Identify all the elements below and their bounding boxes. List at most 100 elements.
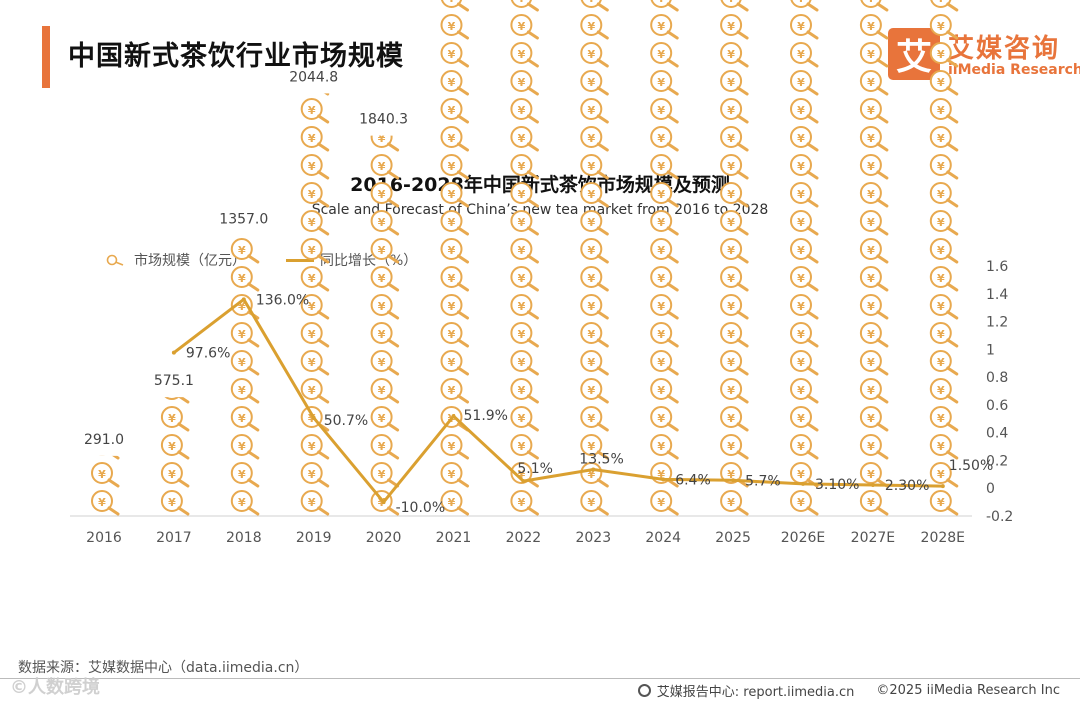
coin-magnifier-icon: ¥ — [580, 266, 609, 292]
svg-text:¥: ¥ — [238, 272, 246, 285]
bar-2025: ¥¥¥¥¥¥¥¥¥¥¥¥¥¥¥¥¥¥¥¥¥¥¥¥¥¥¥¥ — [720, 0, 749, 516]
svg-text:¥: ¥ — [937, 0, 945, 5]
bar-2018: ¥ ¥ ¥ ¥ ¥ ¥ ¥ ¥ ¥ ¥ — [230, 238, 260, 516]
growth-value-label: 5.1% — [517, 461, 553, 477]
svg-text:¥: ¥ — [797, 48, 805, 61]
svg-text:¥: ¥ — [657, 356, 665, 369]
svg-text:¥: ¥ — [727, 20, 735, 33]
coin-magnifier-icon: ¥ — [580, 378, 609, 404]
svg-text:¥: ¥ — [308, 440, 316, 453]
svg-text:¥: ¥ — [797, 440, 805, 453]
coin-magnifier-icon: ¥ — [580, 0, 609, 12]
coin-magnifier-icon: ¥ — [300, 266, 330, 292]
coin-magnifier-icon: ¥ — [230, 490, 260, 516]
growth-point — [311, 415, 316, 420]
svg-text:¥: ¥ — [797, 20, 805, 33]
svg-text:¥: ¥ — [867, 48, 875, 61]
growth-value-label: 3.10% — [815, 477, 859, 493]
coin-magnifier-icon: ¥ — [860, 0, 889, 12]
svg-text:¥: ¥ — [657, 160, 665, 173]
coin-magnifier-icon: ¥ — [510, 126, 539, 152]
svg-text:¥: ¥ — [308, 356, 316, 369]
coin-magnifier-icon: ¥ — [929, 490, 959, 516]
coin-magnifier-icon: ¥ — [650, 462, 679, 488]
coin-magnifier-icon: ¥ — [720, 70, 749, 96]
coin-magnifier-icon: ¥ — [370, 182, 400, 208]
coin-magnifier-icon: ¥ — [650, 406, 679, 432]
coin-magnifier-icon: ¥ — [859, 406, 889, 432]
coin-magnifier-icon: ¥ — [510, 322, 539, 348]
bar-2022: ¥¥¥¥¥¥¥¥¥¥¥¥¥¥¥¥¥¥¥¥¥¥ — [510, 0, 539, 516]
svg-text:¥: ¥ — [587, 216, 595, 229]
coin-magnifier-icon: ¥ — [859, 322, 889, 348]
bar-2026E: ¥¥¥¥¥¥¥¥¥¥¥¥¥¥¥¥¥¥¥¥¥¥¥¥¥¥¥¥¥ — [790, 0, 819, 516]
x-tick-label: 2024 — [645, 530, 681, 546]
svg-text:¥: ¥ — [98, 496, 106, 509]
coin-magnifier-icon: ¥ — [790, 434, 819, 460]
growth-value-label: 50.7% — [324, 413, 368, 429]
coin-magnifier-icon: ¥ — [230, 322, 260, 348]
bar-2019: ¥¥¥¥¥¥¥¥¥¥¥¥¥¥¥¥ — [300, 93, 330, 516]
coin-magnifier-icon: ¥ — [510, 434, 539, 460]
svg-text:¥: ¥ — [518, 272, 526, 285]
growth-value-label: -10.0% — [396, 500, 446, 516]
svg-text:¥: ¥ — [378, 272, 386, 285]
svg-text:¥: ¥ — [797, 0, 805, 5]
bar-2027E: ¥¥¥¥¥¥¥¥¥¥¥¥¥¥¥¥¥¥¥¥¥¥¥¥¥¥¥¥¥¥ — [859, 0, 889, 516]
coin-magnifier-icon: ¥ — [440, 0, 469, 12]
svg-text:¥: ¥ — [657, 244, 665, 257]
svg-text:¥: ¥ — [727, 216, 735, 229]
svg-text:¥: ¥ — [448, 244, 456, 257]
growth-point — [451, 414, 456, 419]
x-tick-label: 2022 — [506, 530, 542, 546]
svg-text:¥: ¥ — [867, 356, 875, 369]
svg-text:¥: ¥ — [448, 20, 456, 33]
svg-text:¥: ¥ — [867, 412, 875, 425]
coin-magnifier-icon: ¥ — [580, 42, 609, 68]
coin-magnifier-icon: ¥ — [580, 434, 609, 460]
coin-magnifier-icon: ¥ — [510, 350, 539, 376]
svg-text:¥: ¥ — [657, 300, 665, 313]
coin-magnifier-icon: ¥ — [720, 378, 749, 404]
svg-text:¥: ¥ — [937, 440, 945, 453]
y-right-tick-label: 1 — [986, 342, 995, 358]
svg-text:¥: ¥ — [587, 76, 595, 89]
svg-text:¥: ¥ — [937, 104, 945, 117]
svg-text:¥: ¥ — [238, 356, 246, 369]
coin-magnifier-icon: ¥ — [929, 266, 959, 292]
svg-text:¥: ¥ — [797, 384, 805, 397]
svg-text:¥: ¥ — [797, 356, 805, 369]
coin-magnifier-icon: ¥ — [859, 462, 889, 488]
coin-magnifier-icon: ¥ — [510, 42, 539, 68]
svg-text:¥: ¥ — [657, 48, 665, 61]
bar-value-label: 1357.0 — [219, 212, 268, 228]
coin-magnifier-icon: ¥ — [440, 490, 469, 516]
coin-magnifier-icon: ¥ — [790, 154, 819, 180]
svg-text:¥: ¥ — [448, 104, 456, 117]
coin-magnifier-icon: ¥ — [720, 490, 749, 516]
svg-text:¥: ¥ — [587, 496, 595, 509]
x-tick-label: 2018 — [226, 530, 262, 546]
coin-magnifier-icon: ¥ — [790, 322, 819, 348]
svg-text:¥: ¥ — [448, 496, 456, 509]
coin-magnifier-icon: ¥ — [859, 182, 889, 208]
svg-text:¥: ¥ — [308, 132, 316, 145]
coin-magnifier-icon: ¥ — [929, 126, 959, 152]
svg-text:¥: ¥ — [448, 132, 456, 145]
coin-magnifier-icon: ¥ — [929, 462, 959, 488]
svg-text:¥: ¥ — [727, 188, 735, 201]
svg-text:¥: ¥ — [657, 468, 665, 481]
svg-text:¥: ¥ — [937, 132, 945, 145]
coin-magnifier-icon: ¥ — [929, 182, 959, 208]
svg-text:¥: ¥ — [657, 0, 665, 5]
coin-magnifier-icon: ¥ — [650, 378, 679, 404]
coin-magnifier-icon: ¥ — [510, 182, 539, 208]
report-center-link[interactable]: 艾媒报告中心: report.iimedia.cn — [656, 685, 855, 700]
coin-magnifier-icon: ¥ — [580, 322, 609, 348]
coin-magnifier-icon: ¥ — [510, 490, 539, 516]
svg-text:¥: ¥ — [727, 328, 735, 341]
coin-magnifier-icon: ¥ — [230, 378, 260, 404]
svg-text:¥: ¥ — [727, 384, 735, 397]
bar-value-label: 575.1 — [154, 373, 194, 389]
